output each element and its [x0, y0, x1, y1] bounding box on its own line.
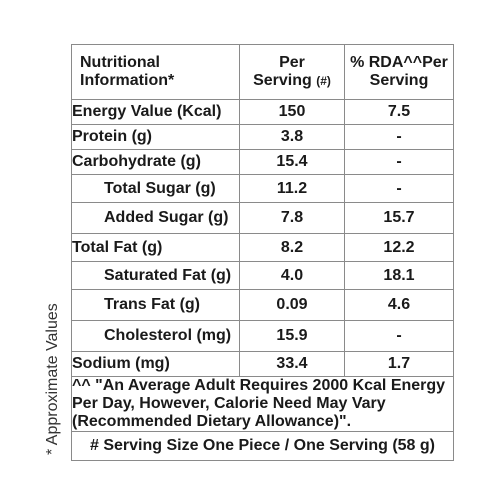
serving-size-row: # Serving Size One Piece / One Serving (…: [71, 431, 454, 461]
nutrient-name: Saturated Fat (g): [71, 261, 240, 290]
per-serving-value: 8.2: [239, 233, 345, 262]
per-serving-value: 11.2: [239, 174, 345, 203]
serving-size-note: # Serving Size One Piece / One Serving (…: [71, 431, 454, 461]
nutrient-name: Protein (g): [71, 124, 240, 150]
nutrient-name: Total Fat (g): [71, 233, 240, 262]
per-serving-value: 150: [239, 99, 345, 125]
per-serving-value: 0.09: [239, 289, 345, 321]
nutrient-name: Added Sugar (g): [71, 202, 240, 234]
header-per-serving: Per Serving (#): [239, 44, 345, 100]
header-nutritional-information: Nutritional Information*: [71, 44, 240, 100]
per-serving-value: 15.9: [239, 320, 345, 352]
per-serving-value: 4.0: [239, 261, 345, 290]
rda-value: 7.5: [344, 99, 454, 125]
table-row: Energy Value (Kcal) 150 7.5: [71, 99, 454, 125]
table-row: Saturated Fat (g) 4.0 18.1: [71, 261, 454, 290]
nutrient-name: Total Sugar (g): [71, 174, 240, 203]
table-row: Sodium (mg) 33.4 1.7: [71, 351, 454, 377]
rda-footnote: ^^ "An Average Adult Requires 2000 Kcal …: [71, 376, 454, 432]
rda-value: 1.7: [344, 351, 454, 377]
header-rda-per-serving: % RDA^^Per Serving: [344, 44, 454, 100]
rda-value: 4.6: [344, 289, 454, 321]
table-header-row: Nutritional Information* Per Serving (#)…: [71, 44, 454, 100]
nutrient-name: Trans Fat (g): [71, 289, 240, 321]
serving-mark: (#): [316, 74, 331, 88]
table-row: Trans Fat (g) 0.09 4.6: [71, 289, 454, 321]
nutrient-name: Energy Value (Kcal): [71, 99, 240, 125]
rda-value: -: [344, 124, 454, 150]
table-row: Total Fat (g) 8.2 12.2: [71, 233, 454, 262]
per-serving-value: 33.4: [239, 351, 345, 377]
nutrient-name: Sodium (mg): [71, 351, 240, 377]
per-serving-value: 15.4: [239, 149, 345, 175]
rda-value: -: [344, 174, 454, 203]
table-row: Carbohydrate (g) 15.4 -: [71, 149, 454, 175]
rda-value: -: [344, 149, 454, 175]
rda-value: 18.1: [344, 261, 454, 290]
approximate-values-note: * Approximate Values: [44, 303, 61, 455]
per-serving-value: 3.8: [239, 124, 345, 150]
nutrition-table: Nutritional Information* Per Serving (#)…: [71, 44, 454, 461]
per-serving-value: 7.8: [239, 202, 345, 234]
nutrient-name: Carbohydrate (g): [71, 149, 240, 175]
table-row: Total Sugar (g) 11.2 -: [71, 174, 454, 203]
table-row: Protein (g) 3.8 -: [71, 124, 454, 150]
rda-value: 15.7: [344, 202, 454, 234]
footnote-row: ^^ "An Average Adult Requires 2000 Kcal …: [71, 376, 454, 432]
rda-value: -: [344, 320, 454, 352]
nutrient-name: Cholesterol (mg): [71, 320, 240, 352]
table-row: Added Sugar (g) 7.8 15.7: [71, 202, 454, 234]
rda-value: 12.2: [344, 233, 454, 262]
table-row: Cholesterol (mg) 15.9 -: [71, 320, 454, 352]
